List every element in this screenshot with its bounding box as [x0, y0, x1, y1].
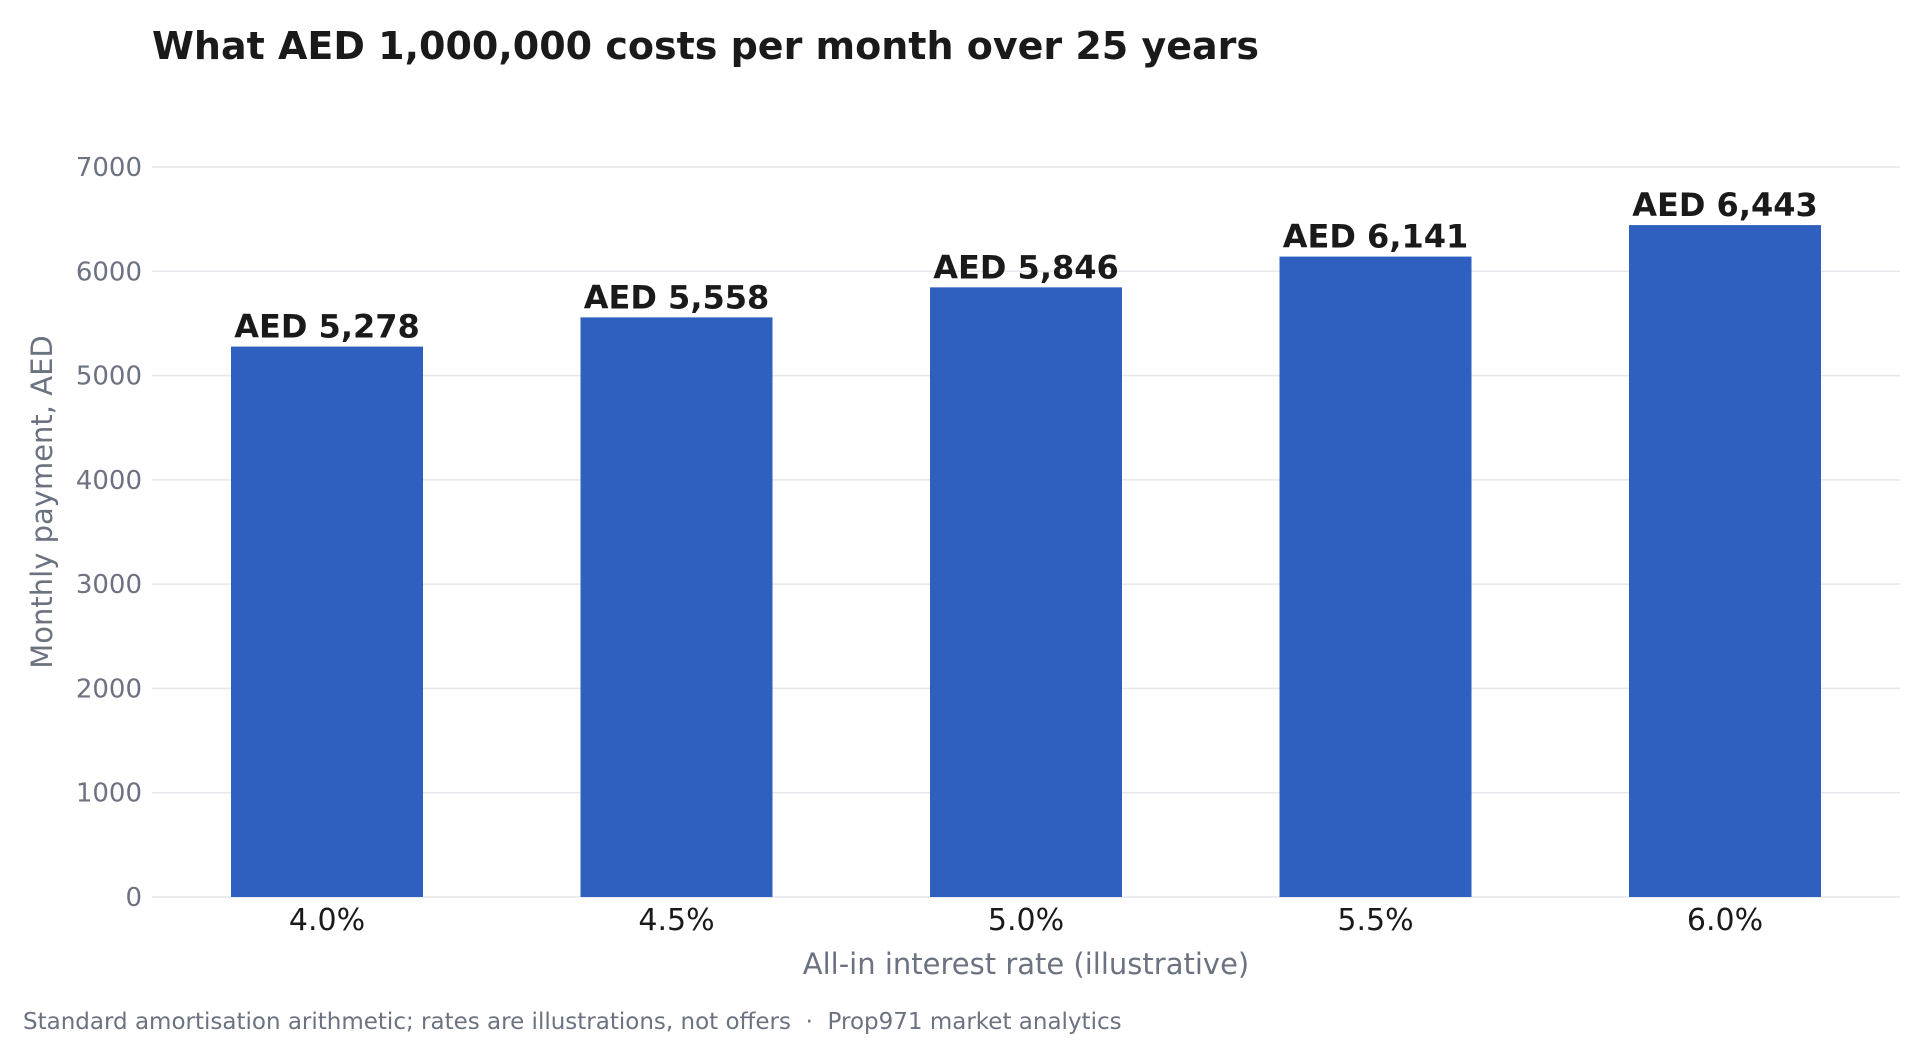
bar-value-label: AED 5,846 [933, 248, 1119, 286]
y-tick-label: 7000 [76, 153, 142, 183]
bar [231, 346, 423, 898]
bar [930, 287, 1122, 897]
bar-value-label: AED 5,558 [584, 278, 770, 316]
bar-value-label: AED 6,443 [1632, 186, 1818, 224]
y-axis-label: Monthly payment, AED [25, 335, 59, 668]
footnote: Standard amortisation arithmetic; rates … [23, 1009, 1122, 1035]
chart-title: What AED 1,000,000 costs per month over … [152, 24, 1259, 68]
bar-value-label: AED 5,278 [234, 308, 420, 346]
y-tick-label: 5000 [76, 362, 142, 392]
bar [1629, 225, 1821, 897]
data-labels: AED 5,278 AED 5,558 AED 5,846 AED 6,141 AED … [234, 186, 1818, 345]
bars [231, 225, 1821, 898]
x-tick-label: 4.0% [289, 903, 365, 938]
x-tick-label: 5.0% [988, 903, 1064, 938]
bar [580, 317, 773, 897]
x-axis-ticks: 4.0% 4.5% 5.0% 5.5% 6.0% [289, 903, 1763, 938]
bar-value-label: AED 6,141 [1283, 218, 1469, 256]
x-tick-label: 5.5% [1337, 903, 1413, 938]
x-axis-label: All-in interest rate (illustrative) [803, 947, 1249, 981]
bar [1279, 256, 1472, 897]
y-tick-label: 4000 [76, 466, 142, 496]
y-tick-label: 6000 [76, 257, 142, 287]
y-tick-label: 3000 [76, 570, 142, 600]
y-tick-label: 1000 [76, 779, 142, 809]
y-axis-ticks: 0 1000 2000 3000 4000 5000 6000 7000 [76, 153, 142, 913]
x-tick-label: 4.5% [638, 903, 714, 938]
y-tick-label: 2000 [76, 674, 142, 704]
y-tick-label: 0 [125, 883, 142, 913]
x-tick-label: 6.0% [1687, 903, 1763, 938]
